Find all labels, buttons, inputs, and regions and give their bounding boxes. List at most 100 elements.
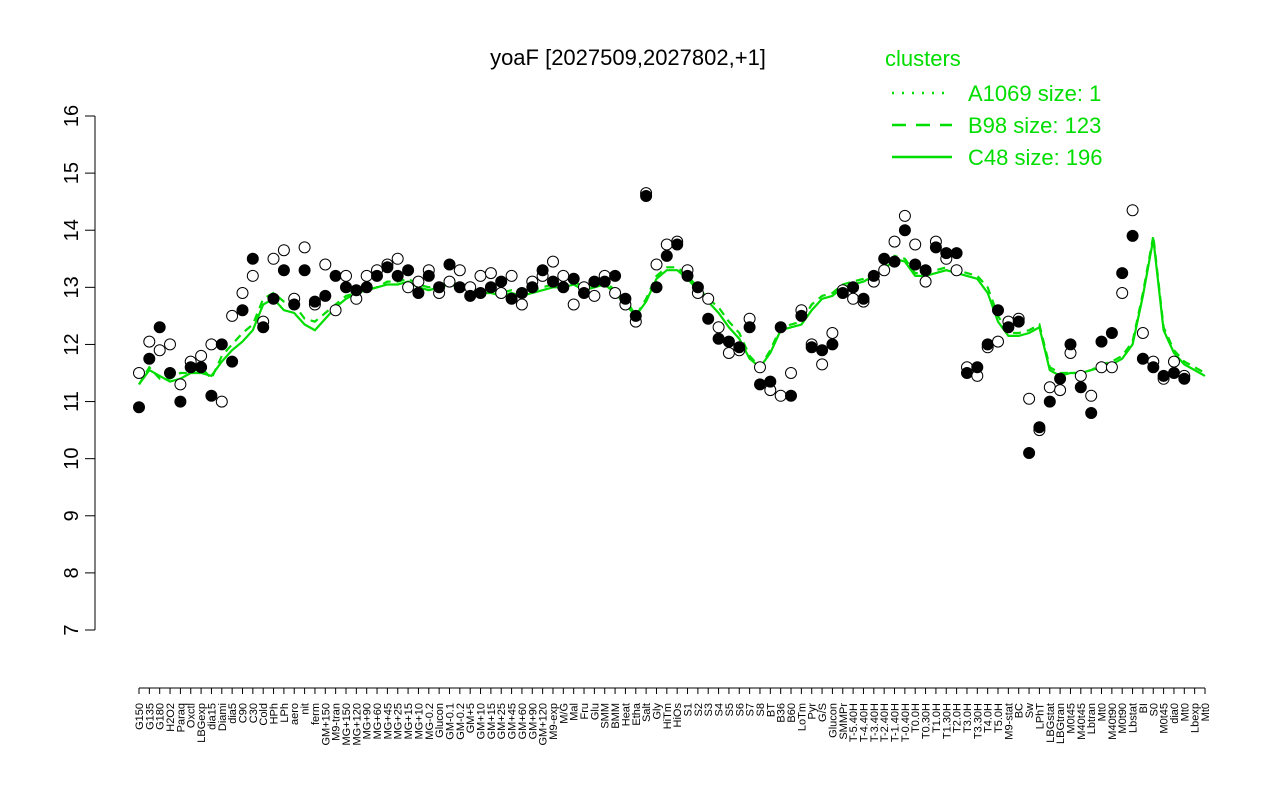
data-point <box>360 269 373 282</box>
data-point <box>1012 315 1025 328</box>
data-point <box>143 335 156 348</box>
x-tick-label: M0t45 <box>1159 703 1171 734</box>
data-point <box>1064 338 1077 351</box>
data-point <box>1054 372 1067 385</box>
data-point <box>774 389 787 402</box>
x-tick-label: GM+90 <box>527 703 539 739</box>
data-point <box>308 295 321 308</box>
data-point <box>754 361 766 374</box>
data-point <box>505 292 518 305</box>
data-point <box>702 312 715 325</box>
data-point <box>826 327 839 339</box>
x-tick-label: LBGstat <box>1045 703 1057 743</box>
data-point <box>691 281 704 294</box>
x-tick-label: Lbtran <box>1086 703 1098 734</box>
data-point <box>1157 369 1170 382</box>
data-point <box>484 267 497 280</box>
legend-label-a1069: A1069 size: 1 <box>968 81 1101 106</box>
data-point <box>205 338 218 351</box>
x-tick-label: T-4.40H <box>858 703 870 742</box>
x-tick-label: Etha <box>631 702 643 726</box>
data-point <box>764 375 777 388</box>
x-tick-label: Cold <box>258 703 270 726</box>
data-point <box>412 275 425 288</box>
data-point <box>391 269 404 282</box>
x-tick-label: S5 <box>724 703 736 716</box>
data-point <box>785 367 797 379</box>
data-point <box>1095 361 1108 374</box>
data-point <box>153 344 166 357</box>
data-point <box>961 367 973 379</box>
x-tick-label: M9-tran <box>331 703 343 741</box>
data-point <box>950 247 963 260</box>
data-point <box>453 281 466 294</box>
data-point <box>857 292 870 305</box>
data-point <box>1043 395 1056 408</box>
data-point <box>609 287 622 299</box>
y-tick-label: 11 <box>61 391 83 412</box>
x-tick-label: T-1.40H <box>890 703 902 742</box>
data-point <box>557 269 570 282</box>
data-point <box>909 238 922 251</box>
data-point <box>484 281 497 294</box>
data-point <box>474 269 487 282</box>
x-tick-label: G150 <box>134 703 146 730</box>
data-point <box>267 252 280 265</box>
data-point <box>1074 381 1087 394</box>
data-point <box>940 247 953 260</box>
x-tick-label: Glucon <box>434 703 446 738</box>
x-tick-label: B60 <box>786 703 798 723</box>
data-point <box>1074 369 1087 382</box>
x-tick-label: GM+15 <box>486 703 498 739</box>
y-tick-label: 13 <box>61 276 83 298</box>
x-tick-label: Paraq <box>175 703 187 732</box>
x-tick-label: T-5.40H <box>848 703 860 742</box>
x-tick-label: LoTm <box>796 703 808 731</box>
data-point <box>971 361 984 374</box>
data-point <box>557 281 570 294</box>
data-point <box>785 389 797 402</box>
cluster-lines <box>138 235 1206 386</box>
x-tick-label: Lbstat <box>1128 703 1140 733</box>
y-tick-label: 9 <box>61 510 83 521</box>
x-tick-label: M9-exp <box>548 703 560 740</box>
data-point <box>1147 361 1160 374</box>
data-point <box>329 269 342 282</box>
data-point <box>629 309 642 322</box>
data-point <box>164 367 176 379</box>
x-tick-label: BT <box>765 703 777 717</box>
data-point <box>733 341 746 354</box>
x-tick-label: GM+10 <box>476 703 488 739</box>
data-point <box>257 321 270 334</box>
data-point <box>1116 287 1129 299</box>
data-point <box>443 275 456 288</box>
x-tick-label: T4.0H <box>983 703 995 733</box>
data-point <box>195 349 208 362</box>
data-point <box>598 275 611 288</box>
data-point <box>350 284 363 297</box>
x-tick-label: M40t90 <box>1107 703 1119 740</box>
x-tick-label: M40t45 <box>1076 703 1088 740</box>
data-point <box>888 255 901 268</box>
data-point <box>495 287 508 299</box>
x-tick-label: Diami <box>217 703 229 731</box>
data-point <box>547 255 559 268</box>
x-tick-label: aero <box>289 703 301 725</box>
x-tick-label: S1 <box>683 703 695 716</box>
data-point <box>1126 204 1139 217</box>
x-tick-label: S8 <box>755 703 767 716</box>
y-tick-label: 16 <box>61 105 83 127</box>
legend-title: clusters <box>885 46 961 71</box>
chart-title: yoaF [2027509,2027802,+1] <box>490 45 766 70</box>
legend: clusters A1069 size: 1 B98 size: 123 C48… <box>885 46 1103 170</box>
x-tick-label: Glu <box>589 703 601 720</box>
data-point <box>888 235 901 248</box>
data-point <box>267 292 280 305</box>
data-point <box>681 269 694 282</box>
data-point <box>464 289 477 302</box>
data-point <box>795 309 808 322</box>
y-axis: 7 8 9 10 11 12 13 14 15 16 <box>61 105 96 636</box>
x-tick-label: T0.0H <box>910 703 922 733</box>
data-point <box>847 292 860 305</box>
data-point <box>640 190 653 202</box>
